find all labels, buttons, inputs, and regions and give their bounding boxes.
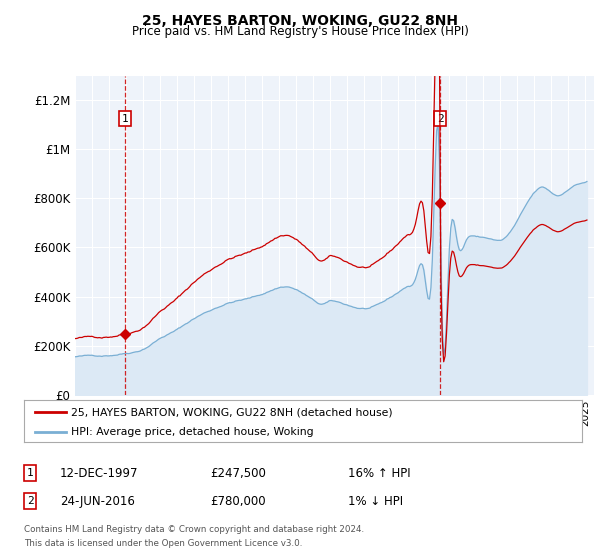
Text: 25, HAYES BARTON, WOKING, GU22 8NH (detached house): 25, HAYES BARTON, WOKING, GU22 8NH (deta… (71, 407, 393, 417)
Text: This data is licensed under the Open Government Licence v3.0.: This data is licensed under the Open Gov… (24, 539, 302, 548)
Text: HPI: Average price, detached house, Woking: HPI: Average price, detached house, Woki… (71, 427, 314, 437)
Text: Contains HM Land Registry data © Crown copyright and database right 2024.: Contains HM Land Registry data © Crown c… (24, 525, 364, 534)
Text: £780,000: £780,000 (210, 494, 266, 508)
Text: 2: 2 (437, 114, 443, 124)
Text: 12-DEC-1997: 12-DEC-1997 (60, 466, 139, 480)
Text: 25, HAYES BARTON, WOKING, GU22 8NH: 25, HAYES BARTON, WOKING, GU22 8NH (142, 14, 458, 28)
Text: 1% ↓ HPI: 1% ↓ HPI (348, 494, 403, 508)
Text: 1: 1 (122, 114, 129, 124)
Text: 1: 1 (26, 468, 34, 478)
Text: 2: 2 (26, 496, 34, 506)
Text: 24-JUN-2016: 24-JUN-2016 (60, 494, 135, 508)
Text: Price paid vs. HM Land Registry's House Price Index (HPI): Price paid vs. HM Land Registry's House … (131, 25, 469, 38)
Text: 16% ↑ HPI: 16% ↑ HPI (348, 466, 410, 480)
Text: £247,500: £247,500 (210, 466, 266, 480)
